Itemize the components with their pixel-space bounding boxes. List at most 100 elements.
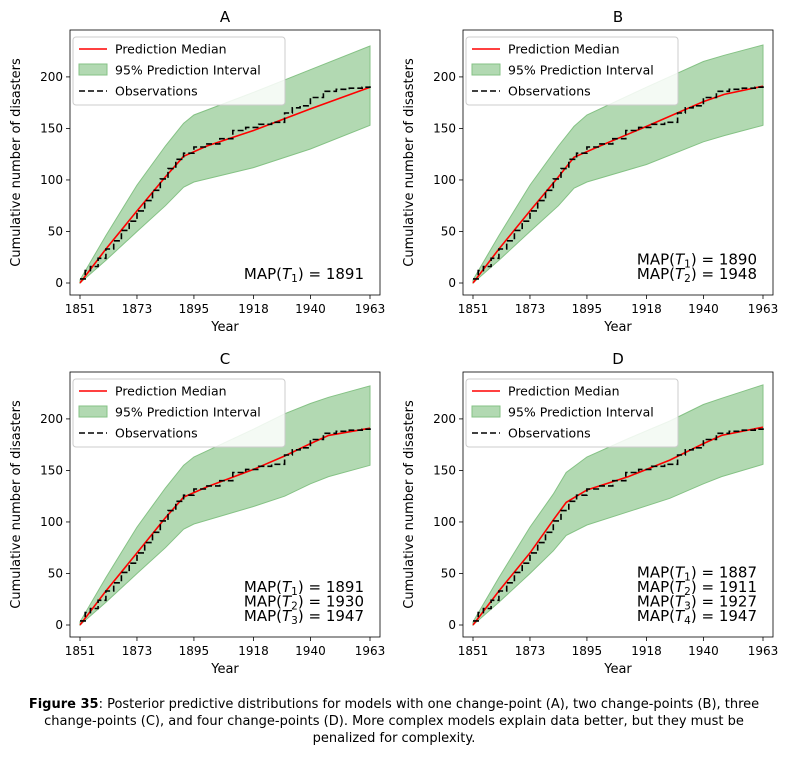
y-tick-label: 0 bbox=[55, 276, 63, 290]
x-tick-label: 1895 bbox=[572, 302, 603, 316]
y-axis-label: Cumulative number of disasters bbox=[9, 58, 24, 267]
legend-entry: 95% Prediction Interval bbox=[115, 405, 261, 420]
x-tick-label: 1851 bbox=[65, 302, 96, 316]
prediction-interval-band bbox=[79, 45, 371, 285]
legend-interval-swatch bbox=[78, 63, 108, 76]
x-tick-label: 1873 bbox=[515, 302, 546, 316]
x-tick-label: 1940 bbox=[688, 302, 719, 316]
x-tick-label: 1940 bbox=[295, 644, 326, 658]
legend-frame bbox=[465, 36, 679, 106]
y-axis-label: Cumulative number of disasters bbox=[402, 58, 417, 267]
y-tick-label: 200 bbox=[40, 412, 63, 426]
map-annotation: MAP(T3) = 1927 bbox=[637, 593, 757, 613]
y-tick-label: 50 bbox=[441, 566, 456, 580]
x-tick-label: 1918 bbox=[631, 644, 662, 658]
x-tick-label: 1895 bbox=[179, 644, 210, 658]
legend-entry: Prediction Median bbox=[115, 384, 227, 399]
legend-frame bbox=[72, 378, 286, 448]
legend-entry: Observations bbox=[508, 426, 591, 441]
x-tick-label: 1918 bbox=[238, 302, 269, 316]
prediction-interval-band bbox=[79, 385, 371, 627]
y-tick-label: 100 bbox=[433, 515, 456, 529]
x-tick-label: 1940 bbox=[295, 302, 326, 316]
prediction-interval-band bbox=[472, 384, 764, 627]
y-axis-label: Cumulative number of disasters bbox=[402, 400, 417, 609]
legend-entry: Prediction Median bbox=[508, 384, 620, 399]
map-annotation: MAP(T1) = 1891 bbox=[244, 265, 364, 285]
prediction-median-line bbox=[79, 427, 371, 626]
x-tick-label: 1963 bbox=[355, 644, 386, 658]
y-axis-label: Cumulative number of disasters bbox=[9, 400, 24, 609]
y-tick-label: 150 bbox=[40, 463, 63, 477]
y-tick-label: 50 bbox=[48, 224, 63, 238]
legend-entry: Observations bbox=[508, 84, 591, 99]
map-annotation: MAP(T3) = 1947 bbox=[244, 607, 364, 627]
map-annotation: MAP(T1) = 1891 bbox=[244, 578, 364, 598]
x-axis-label: Year bbox=[603, 662, 632, 677]
observations-line bbox=[80, 428, 371, 622]
figure-label: Figure 35 bbox=[28, 697, 99, 712]
y-tick-label: 150 bbox=[433, 463, 456, 477]
legend: Prediction Median 95% Prediction Interval… bbox=[465, 36, 679, 106]
subplot-title: A bbox=[220, 8, 231, 26]
y-tick-label: 100 bbox=[40, 173, 63, 187]
y-tick-label: 150 bbox=[40, 121, 63, 135]
x-tick-label: 1918 bbox=[631, 302, 662, 316]
y-tick-label: 0 bbox=[55, 618, 63, 632]
legend-interval-swatch bbox=[78, 405, 108, 418]
axes-frame bbox=[462, 371, 774, 638]
x-tick-label: 1851 bbox=[458, 644, 489, 658]
map-annotation: MAP(T2) = 1911 bbox=[637, 578, 757, 598]
map-annotation: MAP(T4) = 1947 bbox=[637, 607, 757, 627]
legend-entry: Observations bbox=[115, 426, 198, 441]
subplot-c: C 1851 1873 1895 1918 1940 1963 0 50 100 150 200 Yea… bbox=[9, 350, 385, 677]
legend-interval-swatch bbox=[471, 63, 501, 76]
x-tick-label: 1963 bbox=[748, 302, 779, 316]
legend-interval-swatch bbox=[471, 405, 501, 418]
legend-entry: Prediction Median bbox=[115, 42, 227, 57]
observations-line bbox=[473, 86, 764, 280]
x-tick-label: 1851 bbox=[458, 302, 489, 316]
prediction-median-line bbox=[472, 85, 764, 284]
legend-entry: 95% Prediction Interval bbox=[508, 63, 654, 78]
y-tick-label: 100 bbox=[433, 173, 456, 187]
subplot-b: B 1851 1873 1895 1918 1940 1963 0 50 100 150 200 Yea… bbox=[402, 8, 778, 335]
subplot-title: D bbox=[612, 350, 624, 368]
x-tick-label: 1873 bbox=[122, 644, 153, 658]
legend-frame bbox=[72, 36, 286, 106]
legend-frame bbox=[465, 378, 679, 448]
x-tick-label: 1873 bbox=[122, 302, 153, 316]
y-tick-label: 0 bbox=[448, 276, 456, 290]
subplot-title: B bbox=[613, 8, 623, 26]
x-tick-label: 1963 bbox=[748, 644, 779, 658]
caption-text: : Posterior predictive distributions for… bbox=[44, 697, 760, 746]
map-annotation: MAP(T2) = 1948 bbox=[637, 265, 757, 285]
legend-entry: Observations bbox=[115, 84, 198, 99]
legend-entry: Prediction Median bbox=[508, 42, 620, 57]
legend: Prediction Median 95% Prediction Interval… bbox=[465, 378, 679, 448]
x-tick-label: 1851 bbox=[65, 644, 96, 658]
y-tick-label: 50 bbox=[48, 566, 63, 580]
y-tick-label: 150 bbox=[433, 121, 456, 135]
map-annotation: MAP(T1) = 1887 bbox=[637, 564, 757, 584]
y-tick-label: 200 bbox=[433, 412, 456, 426]
observations-line bbox=[80, 86, 371, 280]
observations-line bbox=[473, 428, 764, 622]
legend: Prediction Median 95% Prediction Interval… bbox=[72, 378, 286, 448]
x-axis-label: Year bbox=[210, 662, 239, 677]
subplot-a: A 1851 1873 1895 1918 1940 1963 0 50 100 150 200 Yea… bbox=[9, 8, 385, 335]
map-annotation: MAP(T1) = 1890 bbox=[637, 251, 757, 271]
y-tick-label: 200 bbox=[40, 70, 63, 84]
x-tick-label: 1873 bbox=[515, 644, 546, 658]
x-tick-label: 1895 bbox=[179, 302, 210, 316]
x-tick-label: 1918 bbox=[238, 644, 269, 658]
y-tick-label: 100 bbox=[40, 515, 63, 529]
y-tick-label: 50 bbox=[441, 224, 456, 238]
x-axis-label: Year bbox=[210, 320, 239, 335]
axes-frame bbox=[69, 371, 381, 638]
prediction-interval-band bbox=[472, 44, 764, 285]
legend-entry: 95% Prediction Interval bbox=[115, 63, 261, 78]
x-tick-label: 1940 bbox=[688, 644, 719, 658]
legend: Prediction Median 95% Prediction Interval… bbox=[72, 36, 286, 106]
y-tick-label: 0 bbox=[448, 618, 456, 632]
